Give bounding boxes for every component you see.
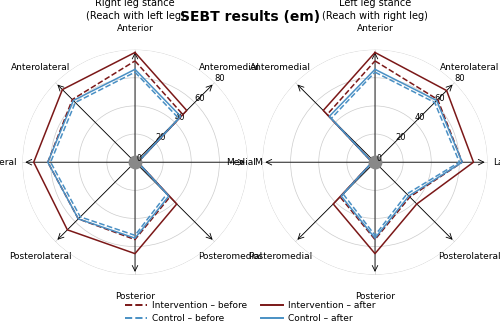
Text: 0: 0 <box>376 154 381 163</box>
Legend: Intervention – before, Control – before, Intervention – after, Control – after: Intervention – before, Control – before,… <box>121 298 379 326</box>
Text: SEBT results (em): SEBT results (em) <box>180 10 320 24</box>
Text: 0: 0 <box>136 154 141 163</box>
Title: Right leg stance
(Reach with left leg): Right leg stance (Reach with left leg) <box>86 0 184 21</box>
Title: Left leg stance
(Reach with right leg): Left leg stance (Reach with right leg) <box>322 0 428 21</box>
